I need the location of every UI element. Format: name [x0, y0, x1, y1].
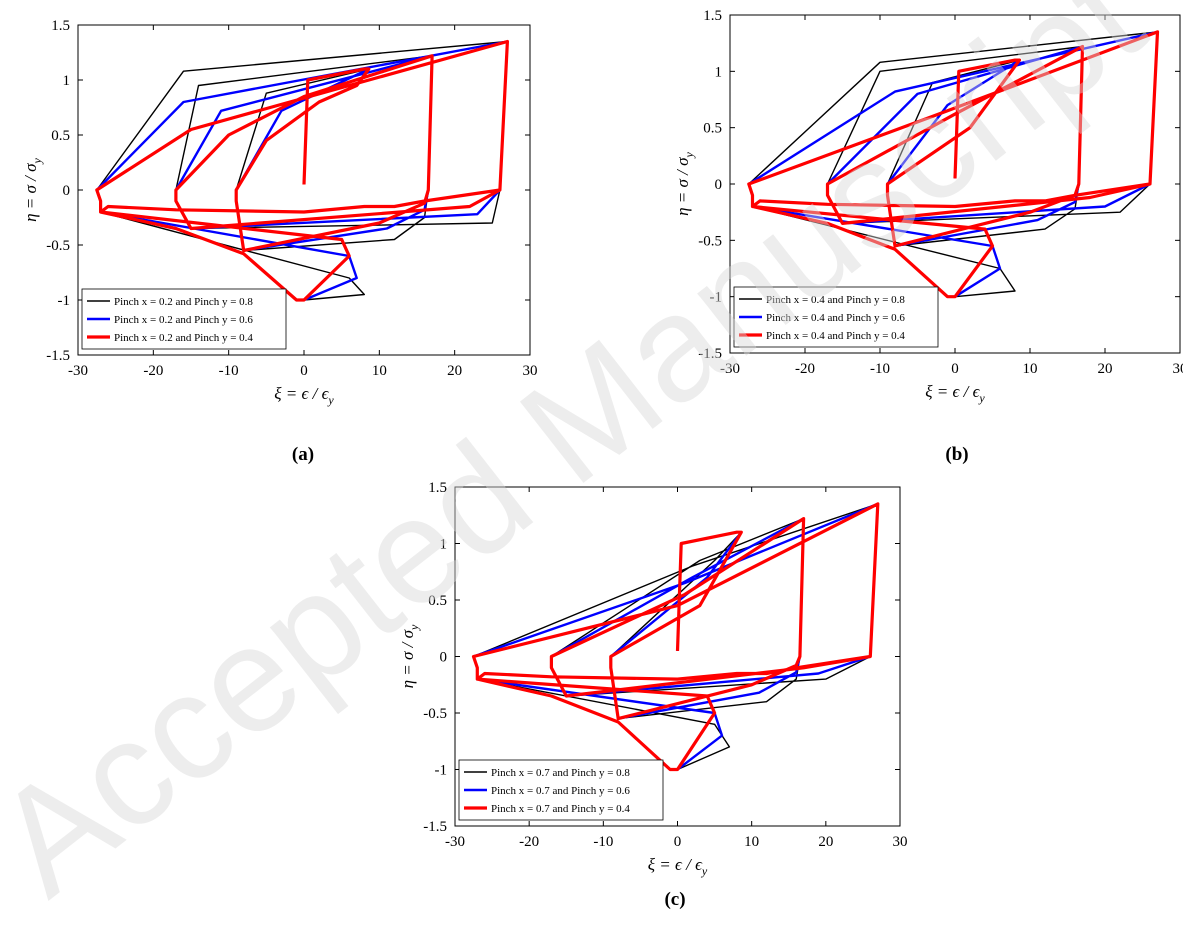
y-tick-label: 1.5 — [428, 480, 447, 496]
x-tick-label: 20 — [1098, 361, 1113, 377]
panel-label: (c) — [664, 889, 685, 910]
y-tick-label: -1 — [435, 763, 448, 779]
series-line — [471, 502, 880, 772]
chart-panel: -30 -20 -10 0 10 20 30 1.5 1 0.5 0 -0.5 -1 -1.5 ξ = ϵ … — [398, 480, 908, 910]
legend-entry: Pinch x = 0.4 and Pinch y = 0.8 — [766, 294, 905, 306]
x-axis-label: ξ = ϵ / ϵy — [274, 384, 334, 407]
y-tick-label: 1 — [440, 537, 448, 553]
x-tick-label: -20 — [143, 363, 163, 379]
y-axis-label: η = σ / σy — [21, 157, 44, 221]
x-tick-label: -30 — [720, 361, 740, 377]
y-tick-label: -1 — [58, 293, 71, 309]
y-tick-label: -0.5 — [46, 238, 70, 254]
y-tick-label: 0 — [715, 177, 723, 193]
legend-entry: Pinch x = 0.7 and Pinch y = 0.4 — [491, 803, 630, 815]
y-tick-label: -1 — [710, 290, 723, 306]
panel-label: (a) — [292, 444, 314, 465]
legend-entry: Pinch x = 0.2 and Pinch y = 0.4 — [114, 332, 253, 344]
y-tick-label: 1 — [63, 73, 71, 89]
panel-label: (b) — [945, 444, 968, 465]
chart-panel: -30 -20 -10 0 10 20 30 1.5 1 0.5 0 -0.5 -1 -1.5 ξ = ϵ … — [673, 8, 1183, 465]
y-axis-label: η = σ / σy — [398, 624, 421, 688]
legend-box — [733, 286, 939, 348]
legend-entry: Pinch x = 0.2 and Pinch y = 0.8 — [114, 296, 253, 308]
y-tick-label: -1.5 — [698, 346, 722, 362]
legend-entry: Pinch x = 0.4 and Pinch y = 0.4 — [766, 330, 905, 342]
x-tick-label: -20 — [795, 361, 815, 377]
x-tick-label: -10 — [219, 363, 239, 379]
x-tick-label: 20 — [818, 834, 833, 850]
x-tick-label: 0 — [951, 361, 959, 377]
x-tick-label: 20 — [447, 363, 462, 379]
legend-entry: Pinch x = 0.2 and Pinch y = 0.6 — [114, 314, 253, 326]
y-tick-label: -0.5 — [423, 706, 447, 722]
legend: Pinch x = 0.2 and Pinch y = 0.8 Pinch x =… — [81, 288, 287, 350]
y-tick-label: 0 — [440, 650, 448, 666]
y-tick-label: 0.5 — [703, 121, 722, 137]
y-tick-label: 1.5 — [703, 8, 722, 24]
series-line — [95, 40, 509, 302]
series-line — [747, 30, 1160, 299]
legend-entry: Pinch x = 0.4 and Pinch y = 0.6 — [766, 312, 905, 324]
x-tick-label: 10 — [1023, 361, 1038, 377]
x-tick-label: 0 — [674, 834, 682, 850]
x-tick-label: -30 — [68, 363, 88, 379]
x-axis-label: ξ = ϵ / ϵy — [925, 382, 985, 405]
x-tick-label: 10 — [744, 834, 759, 850]
x-tick-label: 30 — [893, 834, 908, 850]
chart-panel: -30 -20 -10 0 10 20 30 1.5 1 0.5 0 -0.5 -1 -1.5 ξ = ϵ … — [21, 18, 538, 465]
legend-entry: Pinch x = 0.7 and Pinch y = 0.8 — [491, 767, 630, 779]
x-axis-label: ξ = ϵ / ϵy — [648, 855, 708, 878]
x-tick-label: 0 — [300, 363, 308, 379]
legend: Pinch x = 0.7 and Pinch y = 0.8 Pinch x =… — [458, 759, 664, 821]
legend: Pinch x = 0.4 and Pinch y = 0.8 Pinch x =… — [733, 286, 939, 348]
y-tick-label: -1.5 — [423, 819, 447, 835]
x-tick-label: -10 — [870, 361, 890, 377]
x-tick-label: 30 — [1173, 361, 1183, 377]
x-tick-label: 30 — [523, 363, 538, 379]
x-tick-label: -20 — [519, 834, 539, 850]
y-tick-label: -1.5 — [46, 348, 70, 364]
y-tick-label: -0.5 — [698, 233, 722, 249]
x-tick-label: 10 — [372, 363, 387, 379]
x-tick-label: -10 — [593, 834, 613, 850]
legend-box — [81, 288, 287, 350]
y-tick-label: 0.5 — [428, 593, 447, 609]
y-axis-label: η = σ / σy — [673, 151, 696, 215]
legend-box — [458, 759, 664, 821]
legend-entry: Pinch x = 0.7 and Pinch y = 0.6 — [491, 785, 630, 797]
y-tick-label: 0 — [63, 183, 71, 199]
y-tick-label: 0.5 — [51, 128, 70, 144]
x-tick-label: -30 — [445, 834, 465, 850]
series-line — [95, 39, 509, 302]
y-tick-label: 1 — [715, 64, 723, 80]
y-tick-label: 1.5 — [51, 18, 70, 34]
